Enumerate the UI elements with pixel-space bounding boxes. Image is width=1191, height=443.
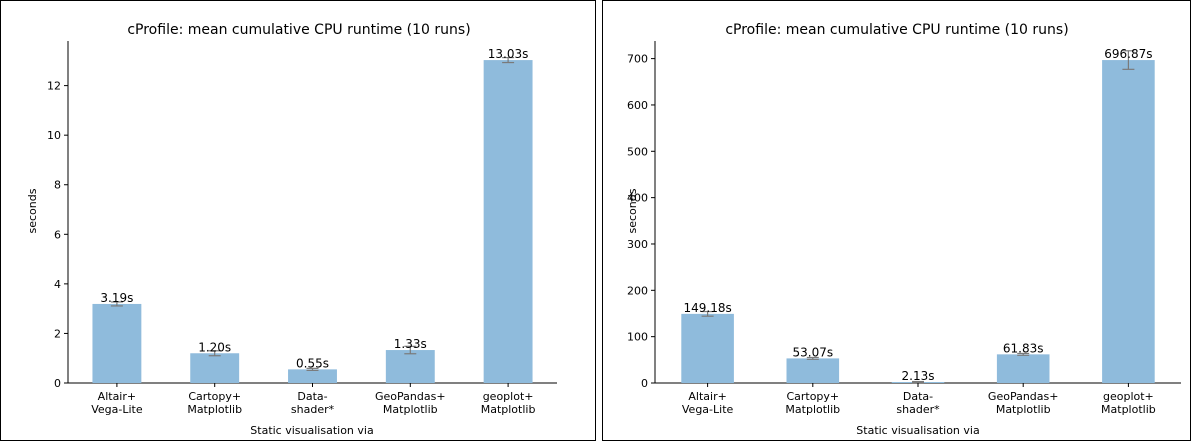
x-tick-label: Matplotlib (187, 403, 242, 416)
x-tick-label: Altair+ (98, 390, 136, 403)
y-tick-label: 400 (627, 192, 648, 205)
y-tick-label: 100 (627, 331, 648, 344)
bar-chart-left: cProfile: mean cumulative CPU runtime (1… (26, 22, 557, 437)
x-tick-label: Matplotlib (383, 403, 438, 416)
chart-panel-right: cProfile: mean cumulative CPU runtime (1… (602, 0, 1191, 441)
x-tick-label: geoplot+ (1103, 390, 1154, 403)
x-tick-label: Matplotlib (996, 403, 1051, 416)
bar (385, 350, 435, 383)
data-label: 696.87s (1104, 47, 1152, 61)
y-axis-label: seconds (26, 188, 39, 233)
y-tick-label: 300 (627, 238, 648, 251)
x-axis-label: Static visualisation via (250, 424, 373, 437)
y-axis-label: seconds (626, 188, 639, 233)
y-tick-label: 2 (54, 327, 61, 340)
y-tick-label: 8 (54, 179, 61, 192)
data-label: 61.83s (1003, 341, 1044, 355)
y-tick-label: 700 (627, 53, 648, 66)
x-tick-label: Vega-Lite (682, 403, 734, 416)
bar (1102, 60, 1155, 384)
data-label: 3.19s (100, 291, 133, 305)
x-tick-label: geoplot+ (483, 390, 534, 403)
x-tick-label: GeoPandas+ (988, 390, 1059, 403)
bar-chart-right: cProfile: mean cumulative CPU runtime (1… (626, 22, 1181, 437)
x-tick-label: GeoPandas+ (375, 390, 446, 403)
x-tick-label: Data- (903, 390, 933, 403)
bar (786, 358, 840, 383)
y-tick-label: 0 (641, 377, 648, 390)
x-tick-label: Matplotlib (481, 403, 536, 416)
chart-panel-left: cProfile: mean cumulative CPU runtime (1… (0, 0, 596, 441)
y-tick-label: 12 (47, 80, 61, 93)
data-label: 13.03s (488, 47, 529, 61)
chart-title: cProfile: mean cumulative CPU runtime (1… (127, 22, 470, 38)
x-tick-label: Matplotlib (1101, 403, 1156, 416)
y-tick-label: 10 (47, 129, 61, 142)
y-tick-label: 500 (627, 145, 648, 158)
data-label: 1.20s (198, 340, 231, 354)
x-tick-label: Data- (297, 390, 327, 403)
x-tick-label: Altair+ (688, 390, 726, 403)
x-axis-label: Static visualisation via (856, 424, 979, 437)
data-label: 149.18s (683, 301, 731, 315)
data-label: 1.33s (394, 337, 427, 351)
bar (288, 369, 337, 383)
data-label: 0.55s (296, 356, 329, 370)
bar (92, 303, 142, 383)
y-tick-label: 6 (54, 228, 61, 241)
bar (190, 353, 240, 383)
y-tick-label: 200 (627, 284, 648, 297)
bar (996, 354, 1050, 383)
x-tick-label: shader* (896, 403, 940, 416)
data-label: 2.13s (902, 369, 935, 383)
data-label: 53.07s (792, 345, 833, 359)
x-tick-label: Matplotlib (785, 403, 840, 416)
y-tick-label: 4 (54, 278, 61, 291)
y-tick-label: 0 (54, 377, 61, 390)
y-tick-label: 600 (627, 99, 648, 112)
x-tick-label: Cartopy+ (188, 390, 241, 403)
bar (681, 313, 734, 383)
bar (483, 60, 533, 383)
x-tick-label: shader* (291, 403, 335, 416)
chart-title: cProfile: mean cumulative CPU runtime (1… (725, 22, 1068, 38)
x-tick-label: Vega-Lite (91, 403, 143, 416)
x-tick-label: Cartopy+ (786, 390, 839, 403)
